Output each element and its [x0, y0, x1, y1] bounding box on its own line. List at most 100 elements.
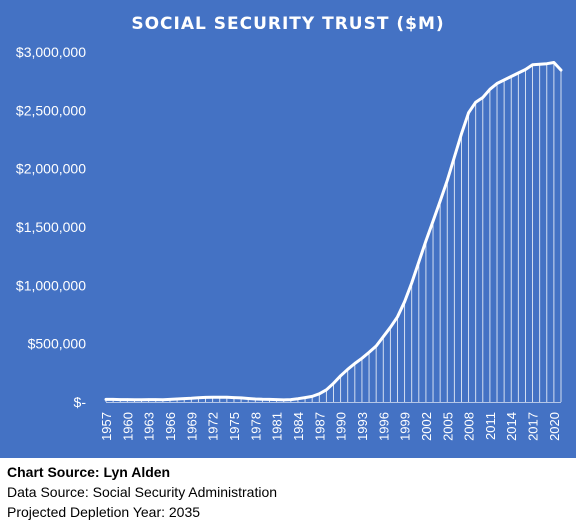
data-point: [531, 63, 534, 67]
data-point: [282, 398, 285, 402]
data-point: [339, 374, 342, 377]
data-point: [438, 200, 442, 203]
x-tick-label: 1993: [355, 412, 370, 441]
data-point: [453, 155, 456, 159]
data-point: [275, 398, 278, 401]
data-point: [424, 239, 428, 243]
x-tick-label: 1987: [312, 412, 327, 441]
data-point: [467, 111, 470, 114]
data-point: [410, 281, 413, 285]
data-point: [389, 326, 392, 329]
x-tick-label: 1999: [398, 412, 413, 441]
data-point: [524, 68, 527, 71]
data-point: [119, 398, 122, 401]
x-tick-label: 2002: [419, 412, 434, 441]
data-point: [559, 68, 563, 72]
data-point: [104, 398, 108, 401]
data-point: [183, 397, 186, 400]
x-tick-label: 1960: [120, 412, 135, 441]
data-point: [460, 132, 463, 135]
data-point: [431, 219, 435, 223]
data-point: [538, 63, 541, 66]
data-point: [111, 398, 115, 401]
y-tick-label: $3,000,000: [16, 44, 86, 60]
data-point: [403, 300, 406, 303]
data-point: [446, 179, 449, 182]
data-point: [502, 78, 506, 82]
data-point: [204, 396, 207, 399]
chart-panel: SOCIAL SECURITY TRUST ($M) $- $500,000 $1,…: [0, 0, 576, 458]
data-point: [232, 396, 236, 399]
data-point: [289, 398, 293, 401]
x-tick-label: 1966: [163, 412, 178, 441]
x-tick-label: 1981: [270, 412, 285, 441]
x-tick-label: 2020: [547, 412, 562, 441]
data-point: [225, 396, 229, 399]
x-tick-label: 2017: [526, 412, 541, 441]
data-point: [147, 398, 150, 401]
data-point: [175, 397, 179, 401]
data-point: [367, 351, 371, 354]
chart-title: SOCIAL SECURITY TRUST ($M): [131, 14, 445, 34]
data-point: [296, 397, 300, 400]
data-point: [495, 82, 499, 85]
data-source-credit: Data Source: Social Security Administrat…: [7, 484, 278, 500]
data-point: [517, 71, 520, 75]
data-point: [552, 61, 556, 64]
series-line: [104, 61, 563, 402]
data-point: [168, 398, 172, 401]
data-point: [360, 357, 364, 360]
chart-plot: $- $500,000 $1,000,000 $1,500,000 $2,000,000…: [16, 44, 563, 441]
data-point: [218, 396, 221, 399]
depletion-year-note: Projected Depletion Year: 2035: [7, 504, 201, 520]
data-point: [246, 397, 250, 400]
x-tick-label: 2014: [504, 412, 519, 441]
data-point: [417, 260, 421, 264]
data-point: [332, 382, 335, 385]
data-point: [133, 398, 136, 401]
x-tick-label: 1969: [184, 412, 199, 441]
data-point: [474, 100, 477, 104]
data-point: [545, 62, 548, 65]
x-tick-label: 1984: [291, 412, 306, 441]
y-tick-label: $1,000,000: [16, 277, 86, 293]
data-point: [254, 397, 257, 401]
chart-source-credit: Chart Source: Lyn Alden: [7, 464, 171, 480]
data-point: [161, 398, 165, 401]
y-tick-label: $2,000,000: [16, 161, 86, 177]
x-tick-label: 1975: [227, 412, 242, 441]
x-tick-label: 1996: [376, 412, 391, 441]
data-point: [303, 396, 307, 399]
x-tick-label: 2005: [440, 412, 455, 441]
data-point: [126, 398, 129, 401]
data-point: [346, 368, 349, 371]
x-tick-label: 1972: [206, 412, 221, 441]
x-tick-label: 1963: [142, 412, 157, 441]
y-tick-label: $1,500,000: [16, 219, 86, 235]
data-point: [374, 344, 378, 348]
x-tick-label: 2008: [462, 412, 477, 441]
data-point: [488, 88, 492, 91]
data-point: [353, 362, 357, 365]
y-tick-label: $500,000: [28, 336, 87, 352]
data-point: [325, 388, 328, 391]
data-point: [396, 315, 399, 319]
data-point: [261, 398, 264, 401]
x-tick-label: 1957: [99, 412, 114, 441]
x-tick-label: 1990: [334, 412, 349, 441]
data-point: [510, 75, 513, 78]
chart-credits: Chart Source: Lyn Alden Data Source: Soc…: [7, 462, 567, 522]
data-point: [318, 392, 321, 396]
data-point: [382, 335, 385, 338]
data-point: [239, 396, 243, 400]
data-point: [154, 398, 157, 401]
y-tick-label: $2,500,000: [16, 102, 86, 118]
data-point: [190, 397, 193, 400]
data-point: [211, 396, 214, 399]
x-tick-label: 2011: [483, 412, 498, 440]
data-point: [197, 396, 200, 399]
data-point: [481, 96, 484, 99]
data-point: [268, 398, 271, 401]
data-point: [310, 395, 314, 398]
x-tick-label: 1978: [248, 412, 263, 441]
